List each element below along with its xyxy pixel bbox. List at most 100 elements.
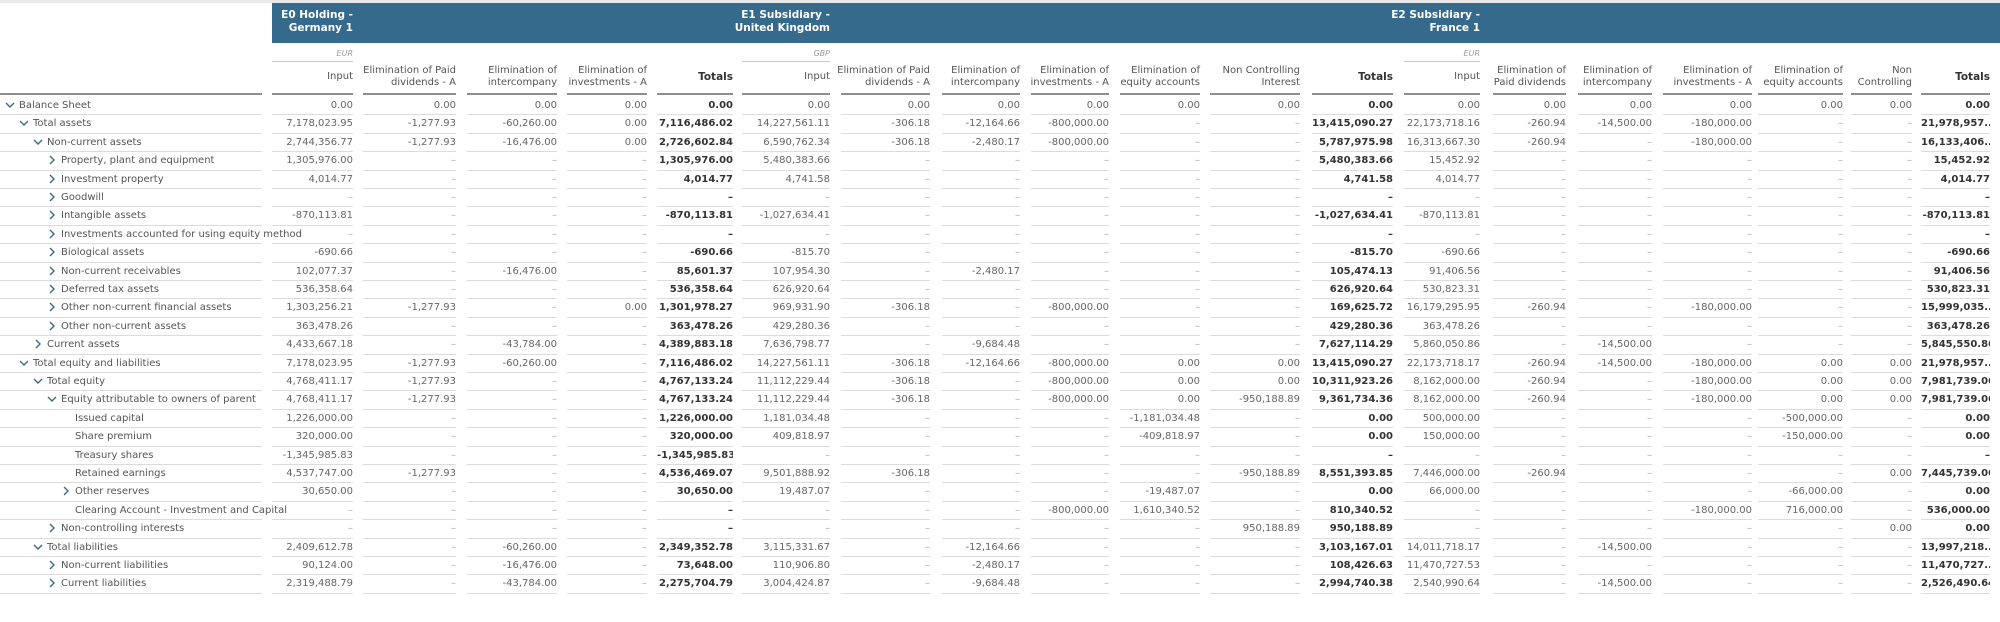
value-cell[interactable]: – xyxy=(467,318,557,337)
value-cell[interactable]: – xyxy=(1851,428,1912,447)
total-cell[interactable]: – xyxy=(1312,226,1393,245)
value-cell[interactable]: – xyxy=(467,502,557,521)
value-cell[interactable]: – xyxy=(1851,263,1912,281)
value-cell[interactable]: – xyxy=(1031,575,1109,594)
value-cell[interactable]: – xyxy=(841,483,930,502)
value-cell[interactable]: – xyxy=(1758,171,1843,189)
column-header[interactable]: Elimination of investments - A xyxy=(561,63,648,91)
value-cell[interactable]: – xyxy=(363,575,456,594)
value-cell[interactable]: – xyxy=(1758,318,1843,337)
value-cell[interactable]: -306.18 xyxy=(841,355,930,373)
chevron-down-icon[interactable] xyxy=(4,97,16,114)
value-cell[interactable]: -1,345,985.83 xyxy=(272,447,353,465)
value-cell[interactable]: – xyxy=(1578,483,1652,502)
table-row[interactable]: Property, plant and equipment 1,305,976.0… xyxy=(0,152,2000,171)
value-cell[interactable]: – xyxy=(1663,336,1752,355)
chevron-right-icon[interactable] xyxy=(46,226,58,243)
value-cell[interactable]: – xyxy=(1578,281,1652,300)
total-cell[interactable]: – xyxy=(1312,447,1393,465)
table-row[interactable]: Non-controlling interests – – – – – – – – – –950,1… xyxy=(0,520,2000,539)
value-cell[interactable]: – xyxy=(1758,226,1843,245)
total-cell[interactable]: 4,767,133.24 xyxy=(657,373,733,392)
value-cell[interactable]: 90,124.00 xyxy=(272,557,353,576)
value-cell[interactable]: 626,920.64 xyxy=(742,281,830,300)
value-cell[interactable]: – xyxy=(1578,410,1652,429)
value-cell[interactable]: – xyxy=(1120,447,1200,465)
value-cell[interactable]: -1,277.93 xyxy=(363,391,456,410)
column-header[interactable]: Totals xyxy=(651,63,733,91)
value-cell[interactable]: – xyxy=(1493,207,1566,226)
value-cell[interactable]: – xyxy=(1663,575,1752,594)
value-cell[interactable]: -1,277.93 xyxy=(363,373,456,392)
value-cell[interactable]: – xyxy=(567,152,647,171)
value-cell[interactable]: – xyxy=(1031,410,1109,429)
value-cell[interactable]: -800,000.00 xyxy=(1031,391,1109,410)
value-cell[interactable]: 1,181,034.48 xyxy=(742,410,830,429)
value-cell[interactable]: 0.00 xyxy=(567,299,647,318)
value-cell[interactable]: – xyxy=(1493,171,1566,189)
value-cell[interactable]: – xyxy=(1120,575,1200,594)
total-cell[interactable]: 7,116,486.02 xyxy=(657,355,733,373)
value-cell[interactable]: 3,004,424.87 xyxy=(742,575,830,594)
value-cell[interactable]: – xyxy=(272,226,353,245)
value-cell[interactable]: 1,610,340.52 xyxy=(1120,502,1200,521)
value-cell[interactable]: 3,115,331.67 xyxy=(742,539,830,557)
table-row[interactable]: Total equity 4,768,411.17 -1,277.93– –4,767… xyxy=(0,373,2000,392)
value-cell[interactable]: – xyxy=(841,575,930,594)
value-cell[interactable]: – xyxy=(841,447,930,465)
value-cell[interactable]: – xyxy=(841,189,930,208)
value-cell[interactable]: -260.94 xyxy=(1493,134,1566,153)
value-cell[interactable]: -1,277.93 xyxy=(363,299,456,318)
total-cell[interactable]: 13,415,090.27 xyxy=(1312,355,1393,373)
value-cell[interactable]: – xyxy=(1031,520,1109,539)
total-cell[interactable]: 73,648.00 xyxy=(657,557,733,576)
value-cell[interactable]: – xyxy=(942,299,1020,318)
value-cell[interactable]: – xyxy=(1120,134,1200,153)
total-cell[interactable]: 4,014.77 xyxy=(1921,171,1990,189)
value-cell[interactable]: 1,305,976.00 xyxy=(272,152,353,171)
value-cell[interactable]: – xyxy=(1578,244,1652,263)
value-cell[interactable]: – xyxy=(1758,134,1843,153)
total-cell[interactable]: 2,275,704.79 xyxy=(657,575,733,594)
value-cell[interactable]: -409,818.97 xyxy=(1120,428,1200,447)
value-cell[interactable]: 4,433,667.18 xyxy=(272,336,353,355)
value-cell[interactable]: 0.00 xyxy=(567,97,647,116)
value-cell[interactable]: -2,480.17 xyxy=(942,263,1020,281)
value-cell[interactable]: – xyxy=(841,520,930,539)
value-cell[interactable]: 950,188.89 xyxy=(1210,520,1300,539)
value-cell[interactable]: 0.00 xyxy=(1851,373,1912,392)
value-cell[interactable]: 102,077.37 xyxy=(272,263,353,281)
value-cell[interactable]: -306.18 xyxy=(841,134,930,153)
value-cell[interactable]: – xyxy=(1120,465,1200,484)
value-cell[interactable]: – xyxy=(1851,115,1912,134)
value-cell[interactable]: – xyxy=(1210,502,1300,521)
total-cell[interactable]: 105,474.13 xyxy=(1312,263,1393,281)
value-cell[interactable]: – xyxy=(1493,502,1566,521)
value-cell[interactable]: – xyxy=(363,428,456,447)
value-cell[interactable]: – xyxy=(1758,575,1843,594)
total-cell[interactable]: 810,340.52 xyxy=(1312,502,1393,521)
value-cell[interactable]: – xyxy=(1120,207,1200,226)
value-cell[interactable]: – xyxy=(1493,557,1566,576)
value-cell[interactable]: – xyxy=(1663,520,1752,539)
value-cell[interactable]: 0.00 xyxy=(1851,391,1912,410)
total-cell[interactable]: -1,345,985.83 xyxy=(657,447,733,465)
value-cell[interactable]: -306.18 xyxy=(841,373,930,392)
value-cell[interactable]: 0.00 xyxy=(1493,97,1566,116)
table-row[interactable]: Share premium 320,000.00– – –320,000.00 409,… xyxy=(0,428,2000,447)
value-cell[interactable]: – xyxy=(1031,318,1109,337)
chevron-down-icon[interactable] xyxy=(32,373,44,390)
value-cell[interactable]: 66,000.00 xyxy=(1404,483,1480,502)
total-cell[interactable]: 0.00 xyxy=(1312,97,1393,116)
value-cell[interactable]: – xyxy=(1758,281,1843,300)
total-cell[interactable]: 7,981,739.06 xyxy=(1921,373,1990,392)
value-cell[interactable]: -14,500.00 xyxy=(1578,575,1652,594)
value-cell[interactable]: – xyxy=(1493,226,1566,245)
value-cell[interactable]: – xyxy=(1120,171,1200,189)
value-cell[interactable]: – xyxy=(1120,244,1200,263)
value-cell[interactable]: -16,476.00 xyxy=(467,263,557,281)
value-cell[interactable]: – xyxy=(1031,171,1109,189)
value-cell[interactable]: – xyxy=(567,539,647,557)
value-cell[interactable]: 22,173,718.17 xyxy=(1404,355,1480,373)
chevron-right-icon[interactable] xyxy=(46,207,58,224)
